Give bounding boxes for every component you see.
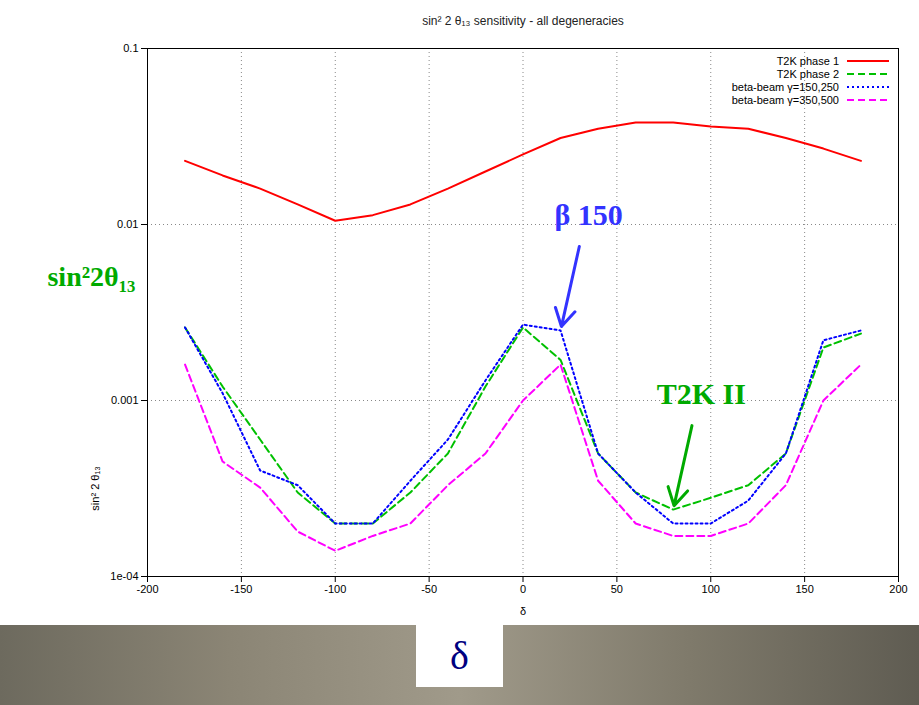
html-text:beta-beam γ=350,500: beta-beam γ=350,500 <box>731 93 839 106</box>
html-text:T2K phase 2: T2K phase 2 <box>776 67 839 80</box>
svg-text:sin² 2 θ₁₃ sensitivity - all d: sin² 2 θ₁₃ sensitivity - all degeneracie… <box>422 14 624 28</box>
svg-text:100: 100 <box>702 583 720 595</box>
svg-text:-200: -200 <box>136 583 158 595</box>
svg-text:-100: -100 <box>324 583 346 595</box>
svg-text:T2K II: T2K II <box>657 377 746 410</box>
svg-text:150: 150 <box>795 583 813 595</box>
svg-text:sin² 2 θ₁₃: sin² 2 θ₁₃ <box>89 466 101 510</box>
svg-text:-50: -50 <box>421 583 437 595</box>
svg-text:β 150: β 150 <box>555 198 623 231</box>
svg-text:0.001: 0.001 <box>111 394 139 406</box>
svg-text:0.1: 0.1 <box>123 42 138 54</box>
html-text:δ: δ <box>450 633 469 678</box>
svg-text:0.01: 0.01 <box>117 218 138 230</box>
svg-text:δ: δ <box>520 605 526 617</box>
svg-text:50: 50 <box>611 583 623 595</box>
svg-text:0: 0 <box>520 583 526 595</box>
svg-text:-150: -150 <box>230 583 252 595</box>
svg-text:sin²2θ₁₃: sin²2θ₁₃ <box>47 261 135 292</box>
html-text:T2K phase 1: T2K phase 1 <box>776 54 839 67</box>
svg-text:1e-04: 1e-04 <box>110 570 138 582</box>
html-text:beta-beam γ=150,250: beta-beam γ=150,250 <box>731 80 839 93</box>
svg-text:200: 200 <box>889 583 907 595</box>
